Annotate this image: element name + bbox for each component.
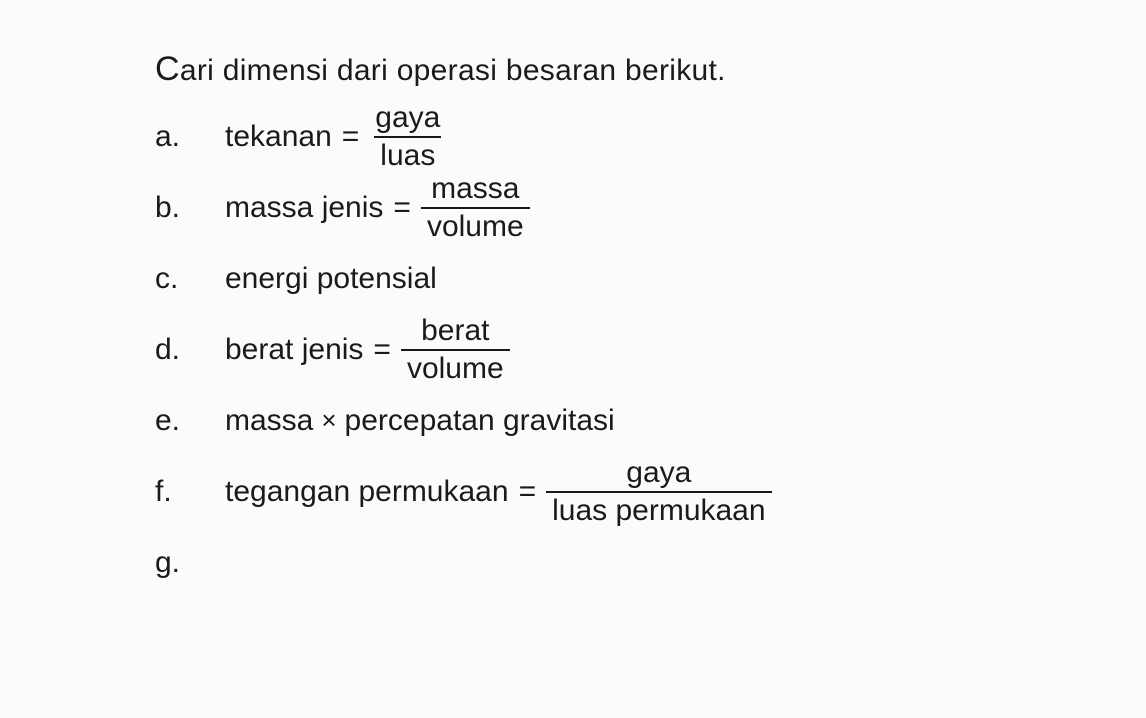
- fraction-berat-volume: berat volume: [401, 315, 510, 384]
- equals-sign: =: [393, 191, 411, 225]
- product-expression: massa × percepatan gravitasi: [225, 404, 615, 438]
- multiplication-sign: ×: [321, 405, 336, 436]
- equals-sign: =: [519, 475, 537, 509]
- numerator-berat: berat: [415, 315, 495, 349]
- label-c: c.: [155, 243, 225, 314]
- denominator-volume: volume: [421, 207, 530, 243]
- item-tegangan-permukaan: tegangan permukaan = gaya luas permukaan: [225, 456, 995, 527]
- item-content-column: tekanan = gaya luas massa jenis = massa …: [225, 101, 995, 527]
- label-b: b.: [155, 172, 225, 243]
- label-g: g.: [155, 527, 225, 598]
- numerator-gaya: gaya: [369, 102, 446, 136]
- equals-sign: =: [342, 120, 360, 154]
- term-massa: massa: [225, 404, 313, 438]
- physics-problem-page: Cari dimensi dari operasi besaran beriku…: [155, 50, 995, 598]
- problem-heading: Cari dimensi dari operasi besaran beriku…: [155, 50, 995, 89]
- lhs-tegangan-permukaan: tegangan permukaan: [225, 475, 509, 509]
- denominator-luas: luas: [374, 136, 441, 172]
- term-percepatan-gravitasi: percepatan gravitasi: [345, 404, 615, 438]
- item-massa-times-gravity: massa × percepatan gravitasi: [225, 385, 995, 456]
- label-e: e.: [155, 385, 225, 456]
- equals-sign: =: [373, 333, 391, 367]
- item-berat-jenis: berat jenis = berat volume: [225, 314, 995, 385]
- fraction-gaya-luas-permukaan: gaya luas permukaan: [546, 457, 771, 526]
- item-tekanan: tekanan = gaya luas: [225, 101, 995, 172]
- numerator-gaya: gaya: [620, 457, 697, 491]
- text-energi-potensial: energi potensial: [225, 262, 437, 296]
- fraction-massa-volume: massa volume: [421, 173, 530, 242]
- denominator-luas-permukaan: luas permukaan: [546, 491, 771, 527]
- heading-first-letter: C: [155, 50, 180, 88]
- label-d: d.: [155, 314, 225, 385]
- label-a: a.: [155, 101, 225, 172]
- lhs-berat-jenis: berat jenis: [225, 333, 363, 367]
- numerator-massa: massa: [425, 173, 525, 207]
- denominator-volume: volume: [401, 349, 510, 385]
- problem-body: a. b. c. d. e. f. g. tekanan = gaya luas…: [155, 101, 995, 598]
- label-f: f.: [155, 456, 225, 527]
- item-massa-jenis: massa jenis = massa volume: [225, 172, 995, 243]
- heading-rest: ari dimensi dari operasi besaran berikut…: [180, 54, 726, 87]
- lhs-massa-jenis: massa jenis: [225, 191, 383, 225]
- fraction-gaya-luas: gaya luas: [369, 102, 446, 171]
- item-labels-column: a. b. c. d. e. f. g.: [155, 101, 225, 598]
- lhs-tekanan: tekanan: [225, 120, 332, 154]
- item-energi-potensial: energi potensial: [225, 243, 995, 314]
